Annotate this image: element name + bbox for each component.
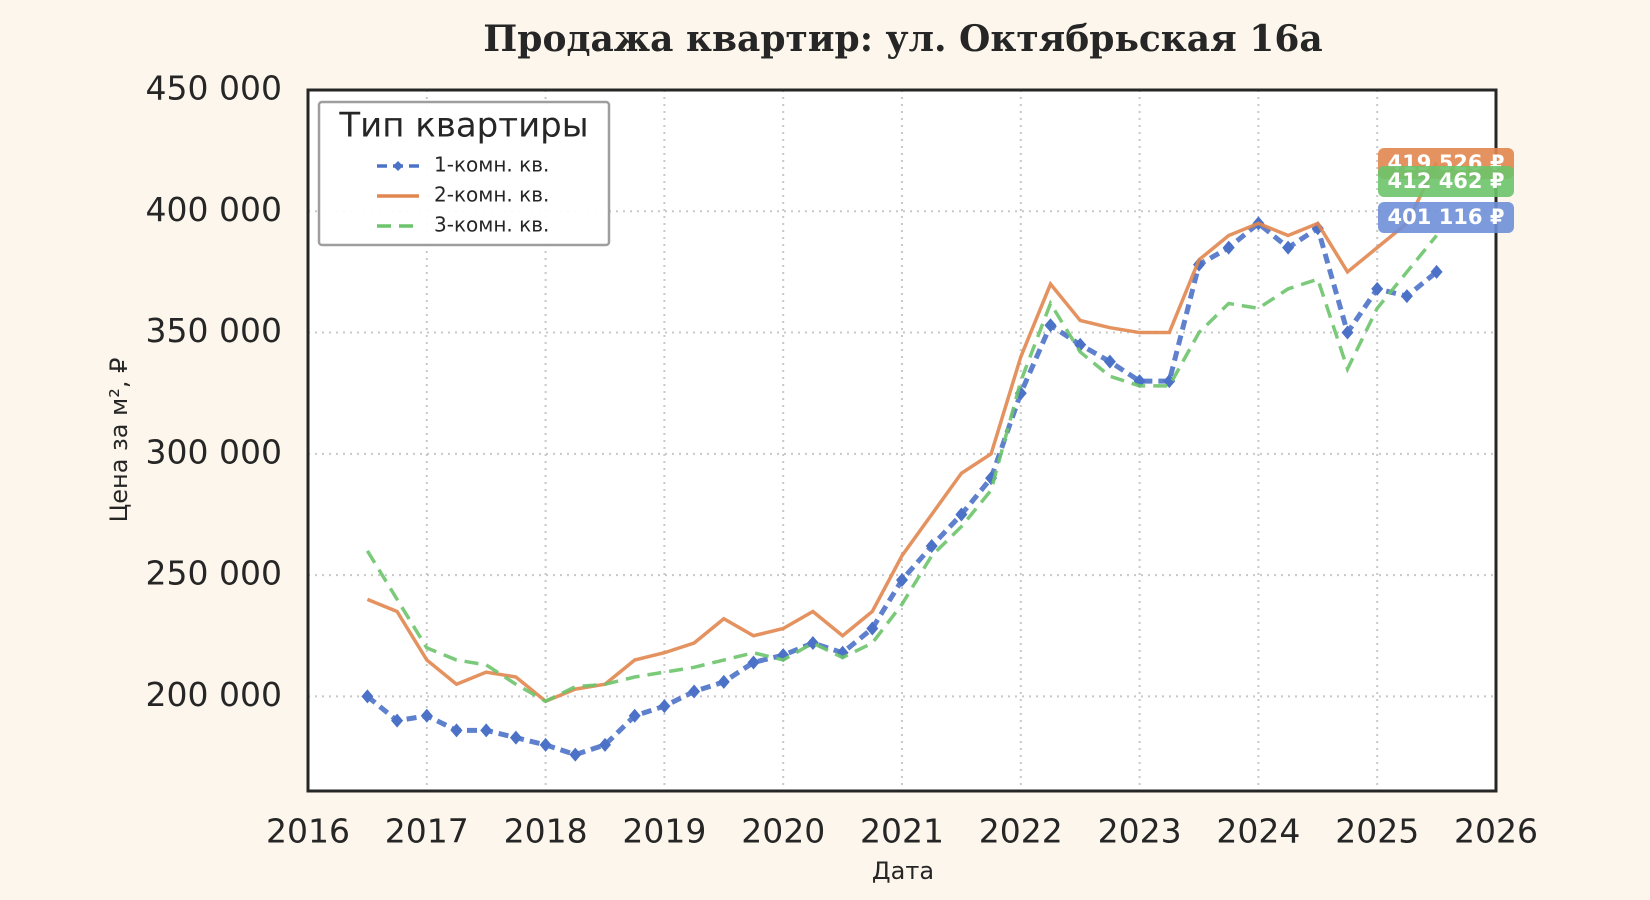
x-tick-label: 2024 (1216, 812, 1300, 851)
point-marker (688, 684, 701, 699)
point-marker (717, 674, 730, 689)
point-marker (539, 737, 552, 752)
point-marker (1044, 318, 1057, 333)
point-marker (391, 713, 404, 728)
legend-entry: 1-комн. кв. (434, 153, 549, 177)
point-marker (955, 507, 968, 522)
point-marker (509, 730, 522, 745)
point-marker (1103, 354, 1116, 369)
legend-title: Тип квартиры (338, 106, 588, 146)
point-marker (1341, 325, 1354, 340)
point-marker (1430, 264, 1443, 279)
point-marker (420, 708, 433, 723)
y-tick-label: 350 000 (146, 311, 282, 350)
x-axis-label: Дата (872, 857, 934, 885)
x-tick-label: 2016 (266, 812, 350, 851)
point-marker (569, 747, 582, 762)
x-tick-label: 2025 (1335, 812, 1419, 851)
x-tick-label: 2023 (1098, 812, 1182, 851)
series-line (365, 234, 1438, 704)
y-tick-label: 200 000 (146, 675, 282, 714)
point-marker (450, 723, 463, 738)
y-axis-label: Цена за м², ₽ (105, 358, 133, 523)
point-marker (747, 655, 760, 670)
annotation-box (1378, 202, 1514, 233)
annotation: 412 462 ₽ (1388, 169, 1505, 193)
legend-marker (393, 161, 403, 171)
y-tick-label: 300 000 (146, 432, 282, 471)
y-tick-label: 400 000 (146, 190, 282, 229)
point-marker (1282, 240, 1295, 255)
point-marker (925, 539, 938, 554)
point-marker (806, 636, 819, 651)
point-marker (866, 621, 879, 636)
point-marker (658, 699, 671, 714)
point-marker (480, 723, 493, 738)
legend-entry: 3-комн. кв. (434, 213, 549, 237)
point-marker (1400, 289, 1413, 304)
chart-title: Продажа квартир: ул. Октябрьская 16а (483, 18, 1322, 60)
point-marker (361, 689, 374, 704)
point-marker (1074, 337, 1087, 352)
legend-entry: 2-комн. кв. (434, 183, 549, 207)
plot-frame (306, 88, 1498, 793)
point-marker (599, 737, 611, 752)
x-tick-label: 2021 (860, 812, 944, 851)
y-tick-label: 250 000 (146, 554, 282, 593)
point-marker (628, 708, 641, 723)
x-tick-label: 2022 (979, 812, 1063, 851)
x-tick-label: 2018 (504, 812, 588, 851)
point-marker (1371, 281, 1384, 296)
point-marker (896, 572, 908, 587)
x-tick-label: 2020 (741, 812, 825, 851)
x-tick-label: 2026 (1454, 812, 1538, 851)
point-marker (1222, 240, 1235, 255)
annotation-box (1378, 166, 1514, 197)
legend-box (317, 100, 611, 247)
y-tick-label: 450 000 (146, 69, 282, 108)
annotation: 401 116 ₽ (1388, 205, 1505, 229)
x-tick-label: 2017 (385, 812, 469, 851)
x-tick-label: 2019 (622, 812, 706, 851)
